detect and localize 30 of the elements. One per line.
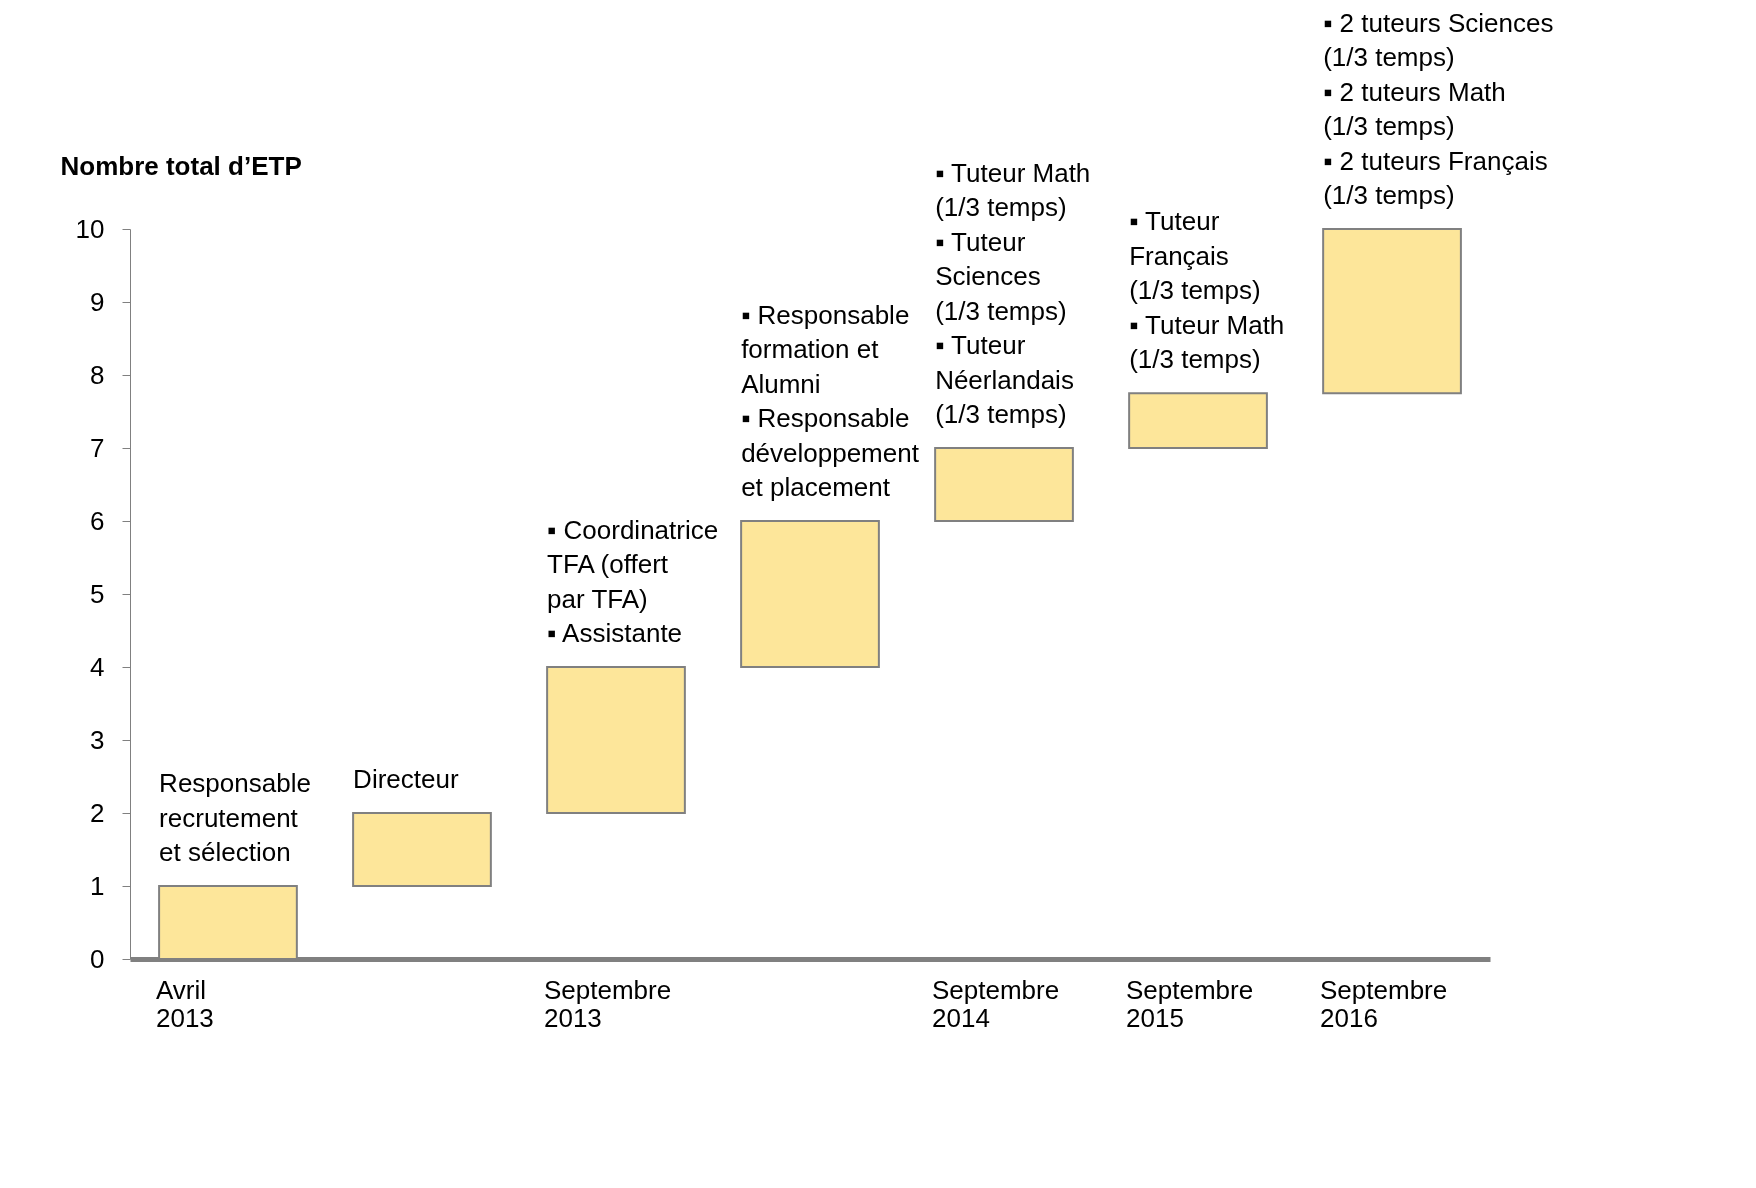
y-tick-label: 8 [90, 359, 105, 390]
y-tick-label: 5 [90, 578, 105, 609]
x-tick-label: Septembre 2014 [932, 974, 1060, 1033]
annotation: Responsable recrutement et sélection [159, 768, 311, 867]
x-tick-label: Avril 2013 [155, 974, 214, 1033]
y-tick-label: 7 [90, 432, 105, 463]
y-tick-label: 4 [90, 651, 105, 682]
annotation: ▪ Coordinatrice TFA (offert par TFA) ▪ Assistante [547, 514, 719, 648]
x-tick-label: Septembre 2013 [543, 974, 672, 1033]
bar [740, 520, 880, 668]
bar [546, 666, 686, 814]
annotation: ▪ Tuteur Français (1/3 temps) ▪ Tuteur Math (1/3 temps) [1129, 206, 1285, 375]
bar [1322, 228, 1462, 395]
text: ▪ 2 tuteurs Sciences (1/3 temps) ▪ 2 tuteurs Math (1/3 temps) ▪ 2 tuteurs Français (1/3 temps) [1323, 7, 1554, 210]
x-tick-label: Septembre 2016 [1320, 974, 1448, 1033]
x-tick-label: Septembre 2015 [1126, 974, 1254, 1033]
y-tick-label: 3 [90, 724, 105, 755]
bar [1128, 392, 1268, 449]
annotation: ▪ Tuteur Math (1/3 temps) ▪ Tuteur Sciences (1/3 temps) ▪ Tuteur Néerlandais (1/3 temps) [935, 157, 1091, 429]
y-tick-label: 9 [90, 286, 105, 317]
bar [934, 447, 1074, 522]
annotation: Directeur [353, 764, 459, 794]
y-tick-label: 10 [75, 213, 105, 244]
y-tick-label: 1 [90, 870, 105, 901]
y-axis-title: Nombre total d’ETP [60, 150, 302, 181]
annotation: ▪ Responsable formation et Alumni ▪ Responsable développement et placement [741, 299, 920, 502]
y-tick-label: 2 [90, 797, 105, 828]
y-tick-label: 0 [90, 943, 105, 974]
y-tick-label: 6 [90, 505, 105, 536]
bar [352, 812, 492, 887]
